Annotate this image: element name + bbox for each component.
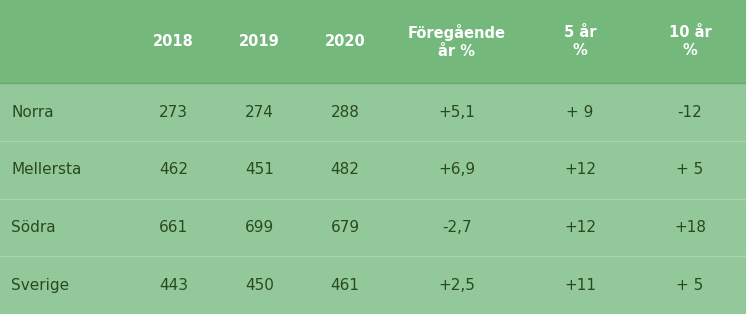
Text: 443: 443 <box>159 278 188 293</box>
Text: +11: +11 <box>564 278 596 293</box>
Text: +12: +12 <box>564 162 596 177</box>
Text: +12: +12 <box>564 220 596 235</box>
Text: + 5: + 5 <box>677 162 703 177</box>
Text: 273: 273 <box>159 105 188 120</box>
Text: 661: 661 <box>159 220 188 235</box>
Text: + 5: + 5 <box>677 278 703 293</box>
Text: +2,5: +2,5 <box>439 278 475 293</box>
Bar <box>0 83 746 141</box>
Text: 461: 461 <box>330 278 360 293</box>
Bar <box>0 0 746 83</box>
Bar <box>0 141 746 199</box>
Text: 699: 699 <box>245 220 274 235</box>
Text: +5,1: +5,1 <box>439 105 475 120</box>
Text: +18: +18 <box>674 220 706 235</box>
Bar <box>0 199 746 256</box>
Text: Mellersta: Mellersta <box>11 162 81 177</box>
Text: Föregående
år %: Föregående år % <box>408 24 506 59</box>
Text: 451: 451 <box>245 162 274 177</box>
Text: 2018: 2018 <box>153 34 194 49</box>
Text: Södra: Södra <box>11 220 56 235</box>
Text: 2019: 2019 <box>239 34 280 49</box>
Text: +6,9: +6,9 <box>439 162 475 177</box>
Text: + 9: + 9 <box>566 105 594 120</box>
Text: 2020: 2020 <box>325 34 366 49</box>
Text: 482: 482 <box>330 162 360 177</box>
Text: 450: 450 <box>245 278 274 293</box>
Text: 10 år
%: 10 år % <box>668 25 712 58</box>
Bar <box>0 256 746 314</box>
Text: 274: 274 <box>245 105 274 120</box>
Text: Sverige: Sverige <box>11 278 69 293</box>
Text: 679: 679 <box>330 220 360 235</box>
Text: 462: 462 <box>159 162 188 177</box>
Text: -12: -12 <box>677 105 703 120</box>
Text: 5 år
%: 5 år % <box>564 25 596 58</box>
Text: Norra: Norra <box>11 105 54 120</box>
Text: -2,7: -2,7 <box>442 220 471 235</box>
Text: 288: 288 <box>330 105 360 120</box>
